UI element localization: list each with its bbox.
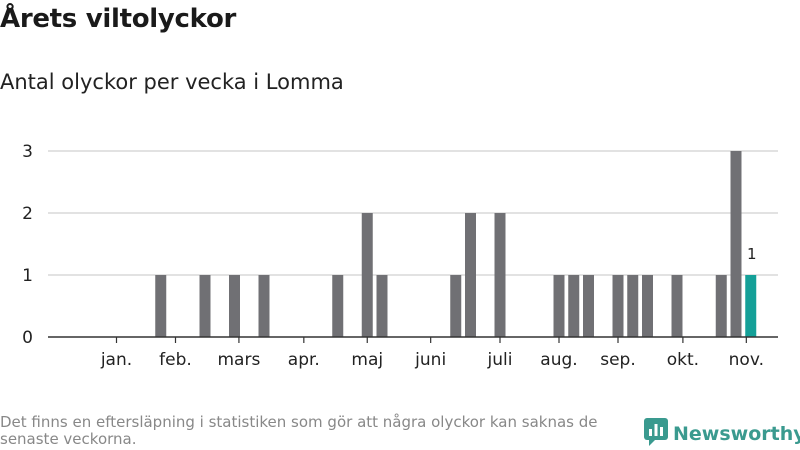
bar [642,275,653,337]
x-axis: jan. feb. mars apr. maj juni juli aug. sep. okt. n… [48,336,778,370]
bar [612,275,624,337]
bar [583,275,594,337]
bar [376,275,388,337]
data-labels: 1 [747,245,757,263]
chart-subtitle: Antal olyckor per vecka i Lomma [0,70,344,94]
x-tick-label: juli [487,350,513,370]
bar [494,213,506,337]
footnote: Det finns en eftersläpning i statistiken… [0,413,598,448]
gridlines [48,150,778,276]
bar [568,275,580,337]
newsworthy-logo-icon [644,418,668,450]
x-tick-label: juni [414,350,446,370]
x-tick-label: apr. [288,350,320,370]
bar [332,275,344,337]
bar [450,275,462,337]
bar [745,275,757,337]
chart-title: Årets viltolyckor [0,4,237,34]
bar [465,213,476,337]
x-tick-label: jan. [100,350,132,370]
bar [627,275,639,337]
data-label: 1 [747,245,757,263]
x-tick-label: nov. [729,350,764,370]
bar [715,275,727,337]
bar [199,275,211,337]
y-tick-label: 0 [22,328,33,348]
x-tick-label: okt. [667,350,699,370]
brand-name: Newsworthy [673,423,800,445]
x-tick-label: sep. [600,350,636,370]
y-tick-label: 1 [22,266,33,286]
bar [361,213,373,337]
x-tick-label: mars [218,350,261,370]
x-tick-label: maj [351,350,383,370]
bar [553,275,565,337]
x-tick-label: feb. [159,350,192,370]
bar [229,275,240,337]
y-axis-labels: 0 1 2 3 [22,142,33,348]
x-tick-label: aug. [540,350,577,370]
bar [730,151,742,337]
bar [671,275,683,337]
y-tick-label: 3 [22,142,33,162]
bar [258,275,270,337]
y-tick-label: 2 [22,204,33,224]
bar [155,275,167,337]
bar-series [155,151,757,337]
brand-logo[interactable]: Newsworthy [644,418,800,450]
bar-chart: 0 1 2 3 1 jan. feb. mars apr. maj juni juli aug. se… [22,142,778,370]
